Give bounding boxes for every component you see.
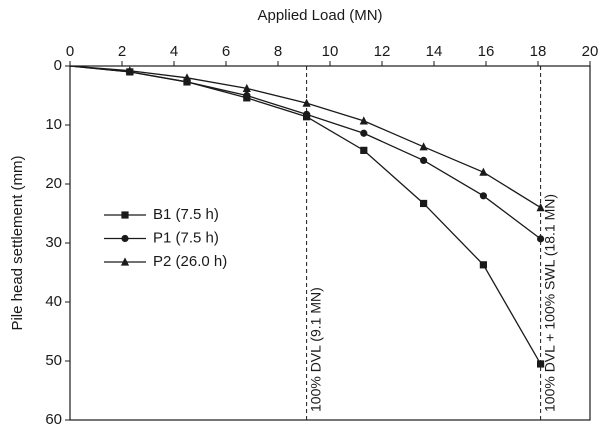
data-point [420,199,428,208]
data-point [419,142,428,151]
y-tick-label: 0 [54,57,62,74]
data-point [360,129,368,137]
data-point [360,146,368,154]
y-tick-label: 60 [45,411,62,428]
x-tick-label: 8 [274,43,282,60]
plot-frame [69,65,591,421]
legend-label: P1 (7.5 h) [153,229,219,246]
data-point [359,116,368,125]
y-tick-label: 10 [45,116,62,133]
y-tick-label: 20 [45,175,62,192]
x-tick-label: 14 [426,43,443,60]
series-line [69,65,541,209]
reference-label: 100% DVL + 100% SWL (18.1 MN) [541,194,557,412]
legend-marker [121,234,129,243]
x-tick-label: 10 [322,43,339,60]
x-tick-label: 0 [66,43,74,60]
x-tick-label: 4 [170,43,178,60]
x-axis-title: Applied Load (MN) [257,7,382,24]
series-line [69,65,541,240]
legend-label: P2 (26.0 h) [153,253,227,270]
data-point [479,192,487,200]
y-tick-label: 50 [45,352,62,369]
data-point [537,235,545,243]
reference-label: 100% DVL (9.1 MN) [307,287,323,412]
x-tick-label: 20 [582,43,599,60]
legend-label: B1 (7.5 h) [153,206,219,223]
y-tick-label: 30 [45,234,62,251]
data-point [182,73,192,82]
x-tick-label: 12 [374,43,391,60]
data-point [243,91,251,100]
data-point [125,66,134,75]
data-point [536,203,545,212]
data-point [537,360,545,368]
x-tick-label: 2 [118,43,126,60]
data-point [303,110,311,118]
data-point [420,156,428,164]
data-point [302,98,311,107]
y-axis-title: Pile head settlement (mm) [9,155,26,330]
y-tick-label: 40 [45,293,62,310]
legend-marker [120,257,130,266]
legend-marker [121,211,129,219]
data-point [479,167,488,176]
x-tick-label: 6 [222,43,230,60]
data-point [479,261,487,269]
data-point [242,83,251,93]
x-tick-label: 16 [478,43,495,60]
x-tick-label: 18 [530,43,547,60]
